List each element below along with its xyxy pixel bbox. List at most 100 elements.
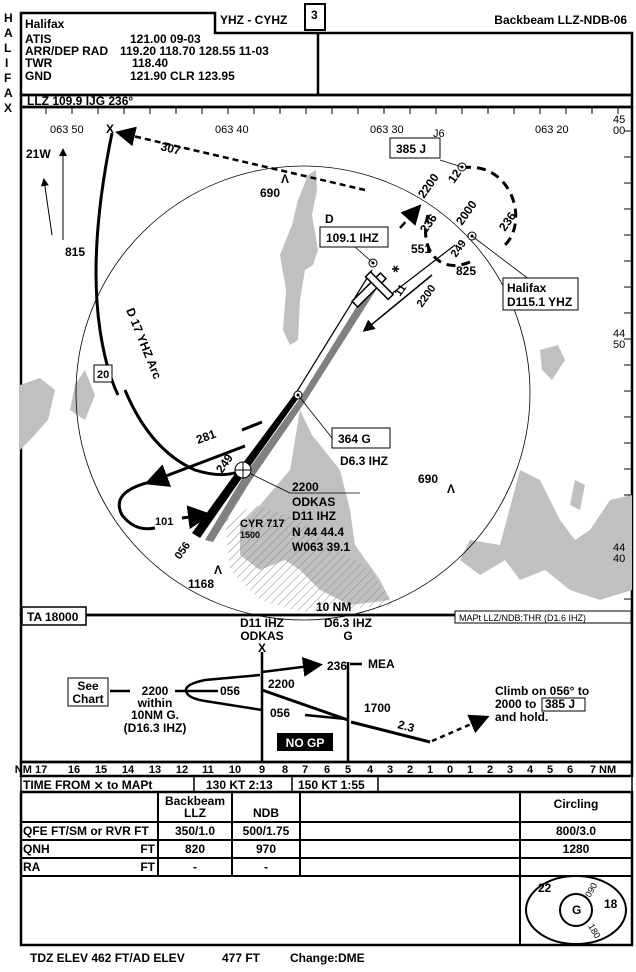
side-label: HA LI FA X bbox=[4, 11, 13, 115]
pt-turn: 101 bbox=[155, 516, 173, 528]
scale-label: 8 bbox=[282, 764, 288, 776]
fix1-symbol: X bbox=[258, 641, 266, 655]
elevation-note: TDZ ELEV 462 FT/AD ELEV bbox=[30, 951, 185, 965]
scale-label: 4 bbox=[367, 764, 374, 776]
lat-label: 40 bbox=[613, 553, 625, 565]
scale-label: 10 bbox=[229, 764, 241, 776]
restricted-name: CYR 717 bbox=[240, 518, 285, 530]
odkas-lat: N 44 44.4 bbox=[292, 525, 344, 539]
track-056: 056 bbox=[220, 684, 240, 698]
llz-label: 109.1 IHZ bbox=[326, 231, 379, 245]
lat-label: 44 bbox=[613, 328, 625, 340]
side-letter: L bbox=[4, 41, 11, 55]
msa-diagram: G 22 18 090 180 bbox=[525, 875, 627, 945]
page-number: 3 bbox=[311, 8, 318, 22]
timing-label: TIME FROM ⨯ to MAPt bbox=[23, 778, 152, 792]
side-letter: X bbox=[4, 101, 12, 115]
transition-altitude: TA 18000 bbox=[27, 610, 79, 624]
timing-row: TIME FROM ⨯ to MAPt 130 KT 2:13 150 KT 1… bbox=[20, 775, 633, 793]
llz-prefix: D bbox=[325, 212, 334, 226]
hold-inbound-track: 236 bbox=[417, 211, 440, 236]
scale-label: 15 bbox=[95, 764, 107, 776]
final-approach-gray bbox=[205, 285, 376, 542]
hold-alt2: 2200 bbox=[415, 171, 442, 201]
magnetic-north-arrow-icon bbox=[40, 178, 53, 236]
elevation: 690 bbox=[418, 472, 438, 486]
row-unit: FT bbox=[140, 842, 155, 856]
timing-130kt: 130 KT 2:13 bbox=[206, 778, 273, 792]
row-label: RA bbox=[23, 860, 41, 874]
hold-inbound-radial: 249 bbox=[449, 238, 469, 260]
lat-label: 45 bbox=[613, 114, 625, 126]
odkas-name: ODKAS bbox=[292, 495, 335, 509]
comm-label: TWR bbox=[25, 56, 53, 70]
fix2-name: G bbox=[343, 629, 352, 643]
header-cell: Backbeam bbox=[165, 794, 225, 808]
scale-label: 4 bbox=[527, 764, 534, 776]
cell: - bbox=[193, 860, 197, 874]
fix2-dme: D6.3 IHZ bbox=[324, 616, 372, 630]
elevation: 551 bbox=[411, 242, 431, 256]
arc-radial-label: 20 bbox=[97, 369, 109, 381]
distance-2-3: 2.3 bbox=[396, 717, 416, 735]
alt-2200: 2200 bbox=[268, 677, 295, 691]
variation-label: 21W bbox=[26, 147, 51, 161]
restricted-alt: 1500 bbox=[240, 530, 260, 540]
lon-label: 063 50 bbox=[50, 124, 84, 136]
header-cell: NDB bbox=[253, 806, 279, 820]
row-label: QNH bbox=[23, 842, 50, 856]
minima-table: Backbeam LLZ NDB Circling QFE FT/SM or R… bbox=[19, 790, 634, 947]
scale-label: 2 bbox=[407, 764, 413, 776]
comm-label: GND bbox=[25, 69, 52, 83]
mea-track: 236 bbox=[327, 659, 347, 673]
mapt-label: MAPt LLZ/NDB:THR (D1.6 IHZ) bbox=[459, 613, 586, 623]
no-gp-badge: NO GP bbox=[286, 736, 325, 750]
row-unit: FT bbox=[140, 860, 155, 874]
alt-1700: 1700 bbox=[364, 701, 391, 715]
lat-label: 00 bbox=[613, 125, 625, 137]
odkas-dme: D11 IHZ bbox=[292, 509, 336, 523]
radial-11: 11 bbox=[393, 282, 410, 298]
scale-label: 3 bbox=[507, 764, 513, 776]
msa-center: G bbox=[572, 903, 581, 917]
vor-label: D115.1 YHZ bbox=[507, 295, 572, 309]
fix1-name: ODKAS bbox=[240, 629, 283, 643]
plan-view: 21W X D 17 YHZ Arc 20 307 ⚹ J6 385 J 22 bbox=[19, 105, 634, 621]
see-chart: Chart bbox=[72, 692, 103, 706]
distance-scale: NM 17 16 15 14 13 12 11 10 9 8 7 6 5 4 3 2 1 0 1 2 3 4 5 6 7 NM bbox=[15, 760, 634, 778]
see-chart: See bbox=[77, 679, 99, 693]
peak-icon: Λ bbox=[281, 172, 289, 186]
obstacle-icon: ⚹ bbox=[391, 261, 400, 275]
scale-label: 13 bbox=[149, 764, 161, 776]
elevation: 815 bbox=[65, 245, 85, 259]
scale-label: 6 bbox=[567, 764, 573, 776]
lon-label: 063 20 bbox=[535, 124, 569, 136]
change-note: Change:DME bbox=[290, 951, 365, 965]
ring-label: 10 NM bbox=[316, 600, 351, 614]
fix1-dme: D11 IHZ bbox=[240, 616, 284, 630]
lon-label: 063 40 bbox=[215, 124, 249, 136]
final-track: 056 bbox=[173, 540, 193, 562]
ndb-g-dme: D6.3 IHZ bbox=[340, 454, 388, 468]
airport-title: YHZ - CYHZ bbox=[220, 13, 287, 27]
mea-label: MEA bbox=[368, 657, 395, 671]
comm-values: 121.00 09-03 bbox=[130, 32, 201, 46]
scale-label: 9 bbox=[259, 764, 265, 776]
msa-alt: 18 bbox=[604, 897, 618, 911]
scale-label: 16 bbox=[68, 764, 80, 776]
scale-label: 3 bbox=[387, 764, 393, 776]
pt-outbound: 281 bbox=[194, 427, 218, 447]
nav-line: LLZ 109.9 IJG 236° bbox=[27, 94, 133, 108]
msa-bearing: 090 bbox=[583, 881, 599, 899]
restricted-area-cyr717 bbox=[225, 505, 395, 612]
scale-label: 11 bbox=[202, 764, 214, 776]
scale-label: 1 bbox=[467, 764, 473, 776]
comm-values: 119.20 118.70 128.55 11-03 bbox=[120, 44, 269, 58]
scale-label: 12 bbox=[176, 764, 188, 776]
side-letter: A bbox=[4, 26, 13, 40]
comm-values: 118.40 bbox=[132, 56, 168, 70]
elevation: 690 bbox=[260, 186, 280, 200]
peak-icon: Λ bbox=[447, 482, 455, 496]
side-letter: H bbox=[4, 11, 13, 25]
